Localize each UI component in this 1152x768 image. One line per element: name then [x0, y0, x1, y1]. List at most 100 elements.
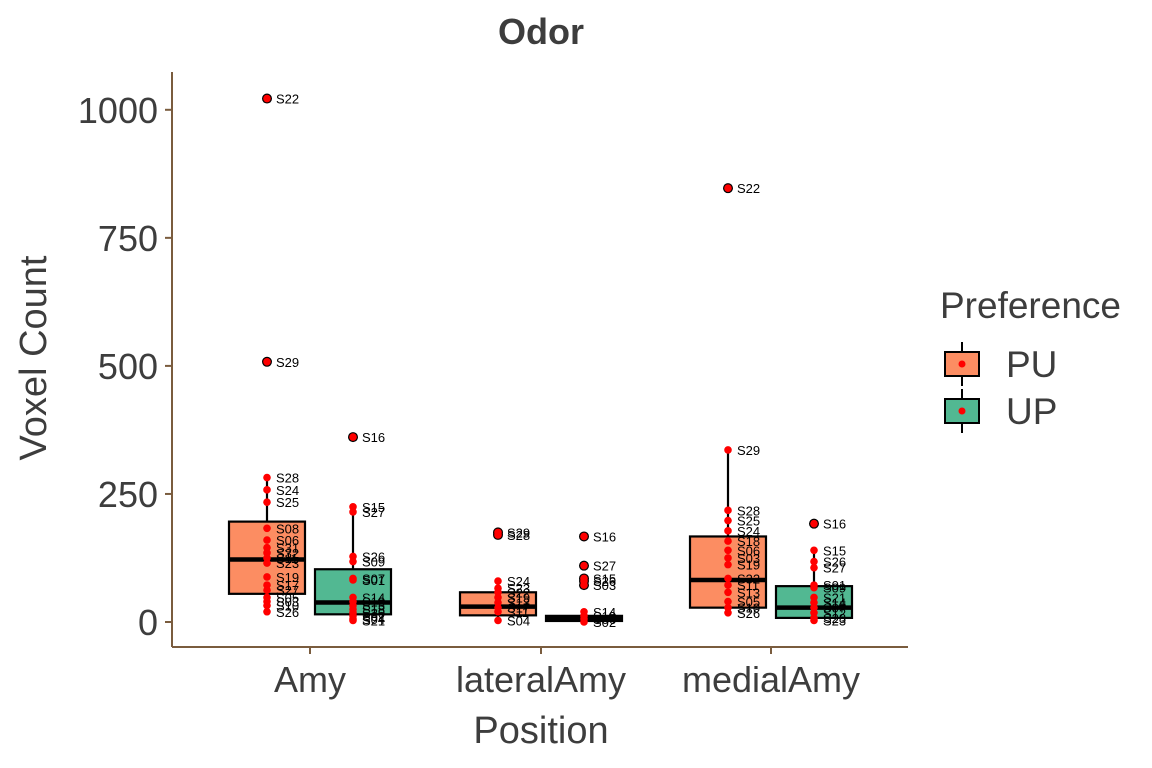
data-point: [724, 537, 732, 545]
legend-label-UP: UP: [1006, 391, 1057, 432]
data-point: [724, 560, 732, 569]
point-label: S26: [823, 555, 846, 570]
data-point: [724, 597, 732, 606]
legend: Preference PU UP: [940, 285, 1121, 433]
y-tick-label: 500: [98, 346, 158, 387]
data-point: [810, 563, 818, 572]
data-point: [810, 583, 818, 592]
point-label: S08: [276, 521, 299, 536]
point-label: S27: [593, 559, 616, 574]
point-label: S12: [362, 595, 385, 610]
data-point: [724, 554, 732, 562]
point-label: S09: [823, 581, 846, 596]
data-point: [724, 184, 732, 192]
point-label: S24: [276, 483, 299, 498]
data-point: [263, 498, 271, 506]
point-label: S06: [737, 543, 760, 558]
data-point: [724, 506, 732, 515]
data-point: [724, 608, 732, 617]
data-point: [810, 557, 818, 566]
point-label: S22: [507, 585, 530, 600]
point-label: S25: [276, 495, 299, 510]
point-label: S18: [362, 602, 385, 617]
data-point: [263, 473, 271, 482]
data-point: [349, 616, 357, 625]
point-label: S02: [362, 609, 385, 624]
point-label: S24: [737, 524, 760, 539]
y-axis-title: Voxel Count: [13, 255, 55, 460]
point-label: S10: [276, 599, 299, 614]
point-label: S06: [593, 612, 616, 627]
y-tick-label: 750: [98, 218, 158, 259]
point-label: S26: [362, 549, 385, 564]
x-axis-title: Position: [473, 710, 608, 752]
point-label: S32: [276, 546, 299, 561]
data-point: [580, 618, 588, 626]
point-label: S27: [362, 505, 385, 520]
point-label: S28: [507, 528, 530, 543]
data-point: [349, 508, 357, 516]
data-point: [724, 581, 732, 589]
point-label: S16: [362, 430, 385, 445]
point-label: S07: [823, 601, 846, 616]
data-point: [724, 588, 732, 597]
point-label: S15: [593, 571, 616, 586]
data-point: [349, 557, 357, 566]
data-point: [810, 519, 818, 528]
point-label: S23: [507, 581, 530, 596]
point-label: S17: [276, 578, 299, 593]
data-point: [724, 516, 732, 525]
data-point: [724, 446, 732, 454]
point-label: S13: [362, 599, 385, 614]
point-label: S21: [362, 613, 385, 628]
point-label: S13: [737, 585, 760, 600]
point-label: S19: [507, 590, 530, 605]
data-point: [263, 486, 271, 494]
data-point: [263, 358, 271, 366]
point-label: S28: [276, 471, 299, 486]
data-point: [580, 581, 588, 589]
point-label: S12: [593, 609, 616, 624]
point-label: S11: [737, 578, 759, 593]
point-label: S19: [276, 570, 299, 585]
point-label: S23: [276, 556, 299, 571]
point-label: S28: [737, 503, 760, 518]
point-label: S04: [362, 612, 385, 627]
point-label: S27: [823, 561, 846, 576]
point-label: S06: [276, 533, 299, 548]
x-tick-label: medialAmy: [682, 659, 860, 700]
data-point: [494, 531, 502, 539]
data-point: [349, 433, 357, 441]
point-label: S14: [593, 605, 616, 620]
y-tick-label: 250: [98, 474, 158, 515]
data-point: [724, 546, 732, 555]
point-label: S26: [737, 606, 760, 621]
legend-key-point: [958, 360, 966, 368]
data-point: [263, 524, 271, 533]
point-label: S05: [737, 595, 760, 610]
point-label: S18: [737, 534, 760, 549]
point-label: S28: [823, 611, 846, 626]
data-point: [263, 601, 271, 610]
point-label: S26: [593, 574, 616, 589]
legend-title: Preference: [940, 285, 1121, 326]
data-point: [263, 536, 271, 544]
point-label: S29: [737, 443, 760, 458]
data-point: [580, 532, 588, 541]
y-tick-label: 0: [138, 602, 158, 643]
point-label: S11: [507, 605, 529, 620]
point-label: S03: [276, 595, 299, 610]
point-label: S14: [362, 590, 385, 605]
point-label: S03: [737, 551, 760, 566]
data-point: [263, 586, 271, 595]
point-label: S01: [362, 573, 385, 588]
data-point: [724, 527, 732, 535]
legend-label-PU: PU: [1006, 344, 1057, 385]
point-label: S16: [823, 517, 846, 532]
point-label: S09: [362, 555, 385, 570]
point-label: S17: [507, 601, 530, 616]
point-label: S22: [276, 92, 299, 107]
point-label: S04: [507, 613, 530, 628]
